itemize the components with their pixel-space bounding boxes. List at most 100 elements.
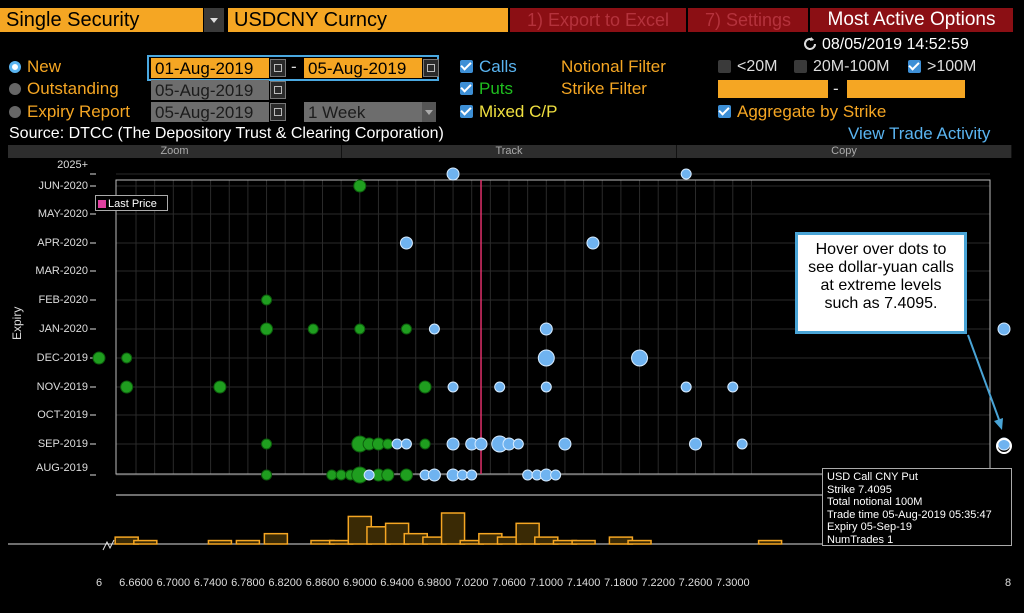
settings-button[interactable]: 7) Settings: [688, 8, 808, 32]
put-trade-dot[interactable]: [400, 323, 412, 335]
calendar-icon[interactable]: [270, 59, 286, 77]
puts-checkbox[interactable]: [460, 82, 473, 95]
outstanding-date[interactable]: 05-Aug-2019: [151, 80, 269, 100]
put-trade-dot[interactable]: [353, 179, 367, 193]
call-trade-dot[interactable]: [727, 381, 739, 393]
lt20m-checkbox[interactable]: [718, 60, 731, 73]
call-trade-dot[interactable]: [689, 437, 702, 451]
tooltip-line: Total notional 100M: [827, 496, 923, 508]
export-excel-button[interactable]: 1) Export to Excel: [510, 8, 686, 32]
x-tick-label: 6.6600: [119, 577, 153, 589]
histogram-bar: [571, 539, 596, 545]
put-trade-dot[interactable]: [261, 438, 273, 450]
call-trade-dot[interactable]: [680, 381, 692, 393]
call-trade-dot[interactable]: [427, 468, 441, 482]
view-trade-activity-link[interactable]: View Trade Activity: [848, 124, 991, 143]
put-trade-dot[interactable]: [419, 438, 431, 450]
y-tick-label: 2025+: [57, 159, 88, 171]
call-trade-dot[interactable]: [494, 381, 506, 393]
call-trade-dot[interactable]: [997, 322, 1011, 336]
put-trade-dot[interactable]: [261, 469, 273, 481]
put-trade-dot[interactable]: [121, 352, 133, 364]
period-select[interactable]: 1 Week: [304, 102, 422, 122]
call-trade-dot[interactable]: [522, 469, 534, 481]
calls-checkbox[interactable]: [460, 60, 473, 73]
x-tick-label: 6.7400: [193, 577, 228, 589]
mixed-checkbox[interactable]: [460, 105, 473, 118]
mid-label: 20M-100M: [813, 58, 890, 75]
security-field[interactable]: USDCNY Curncy: [228, 8, 508, 32]
strike-max-field[interactable]: [847, 80, 965, 98]
put-trade-dot[interactable]: [261, 294, 273, 306]
x-tick-label: 6.8600: [305, 577, 340, 589]
call-trade-dot[interactable]: [400, 438, 412, 450]
call-trade-dot[interactable]: [586, 236, 600, 250]
call-trade-dot[interactable]: [456, 469, 468, 481]
chevron-down-icon: [425, 110, 433, 115]
legend-swatch: [98, 200, 106, 208]
calendar-icon[interactable]: [423, 59, 439, 77]
call-trade-dot[interactable]: [537, 349, 555, 367]
tooltip-line: Strike 7.4095: [827, 483, 892, 496]
call-trade-dot[interactable]: [391, 438, 403, 450]
strike-min-field[interactable]: [718, 80, 828, 98]
new-to-date[interactable]: 05-Aug-2019: [304, 58, 422, 78]
put-trade-dot[interactable]: [260, 322, 274, 336]
call-trade-dot[interactable]: [558, 437, 572, 451]
new-from-date[interactable]: 01-Aug-2019: [151, 58, 269, 78]
calendar-icon[interactable]: [270, 103, 286, 121]
tooltip-line: Trade time 05-Aug-2019 05:35:47: [827, 508, 992, 521]
expiry-report-radio[interactable]: [9, 106, 21, 118]
put-trade-dot[interactable]: [354, 323, 366, 335]
call-trade-dot[interactable]: [540, 381, 552, 393]
legend: Last Price: [95, 195, 168, 211]
mode-dropdown-button[interactable]: [204, 8, 224, 32]
notional-filter-label: Notional Filter: [561, 57, 666, 76]
put-trade-dot[interactable]: [326, 469, 338, 481]
tooltip-line: Expiry 05-Sep-19: [827, 521, 912, 533]
put-trade-dot[interactable]: [381, 468, 395, 482]
call-trade-dot[interactable]: [446, 167, 460, 181]
put-trade-dot[interactable]: [382, 438, 394, 450]
new-label: New: [27, 57, 62, 76]
call-trade-dot[interactable]: [680, 168, 692, 180]
call-trade-dot[interactable]: [474, 437, 488, 451]
call-trade-dot[interactable]: [446, 437, 460, 451]
x-tick-label: 7.2200: [641, 577, 676, 589]
put-trade-dot[interactable]: [213, 380, 227, 394]
put-trade-dot[interactable]: [120, 380, 134, 394]
calls-label: Calls: [479, 57, 517, 76]
calendar-icon[interactable]: [270, 81, 286, 99]
expiry-report-date[interactable]: 05-Aug-2019: [151, 102, 269, 122]
put-trade-dot[interactable]: [92, 351, 106, 365]
copy-button[interactable]: Copy: [677, 145, 1012, 158]
call-trade-dot[interactable]: [466, 469, 478, 481]
call-trade-dot[interactable]: [550, 469, 562, 481]
gt100m-checkbox[interactable]: [908, 60, 921, 73]
y-tick-label: MAY-2020: [37, 208, 88, 220]
callout-text: Hover over dots to see dollar-yuan calls…: [808, 241, 954, 312]
tooltip-line: NumTrades 1: [827, 533, 894, 546]
put-trade-dot[interactable]: [399, 468, 413, 482]
put-trade-dot[interactable]: [307, 323, 319, 335]
track-button[interactable]: Track: [342, 145, 677, 158]
call-trade-dot[interactable]: [428, 323, 440, 335]
call-trade-dot[interactable]: [447, 381, 459, 393]
mid-checkbox[interactable]: [794, 60, 807, 73]
call-trade-dot[interactable]: [512, 438, 524, 450]
outstanding-radio[interactable]: [9, 83, 21, 95]
new-radio[interactable]: [9, 61, 21, 73]
mode-selector[interactable]: Single Security: [0, 8, 203, 32]
call-trade-dot[interactable]: [399, 236, 413, 250]
y-tick-label: AUG-2019: [36, 462, 88, 474]
call-trade-dot[interactable]: [363, 469, 375, 481]
call-trade-dot[interactable]: [631, 349, 649, 367]
call-trade-dot[interactable]: [539, 322, 553, 336]
call-trade-dot[interactable]: [736, 438, 748, 450]
zoom-button[interactable]: Zoom: [8, 145, 342, 158]
aggregate-checkbox[interactable]: [718, 105, 731, 118]
period-dropdown[interactable]: [422, 102, 436, 122]
refresh-icon[interactable]: [802, 36, 818, 52]
put-trade-dot[interactable]: [418, 380, 432, 394]
put-trade-dot[interactable]: [335, 469, 347, 481]
